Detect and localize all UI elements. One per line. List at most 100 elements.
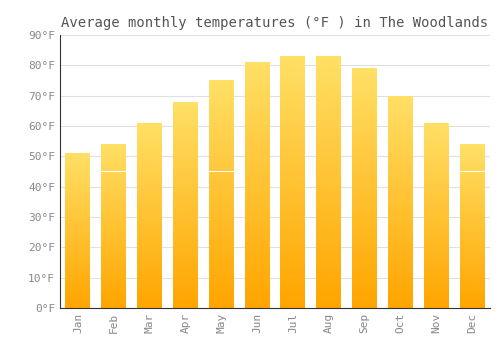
Bar (66, 267, 90, 270)
Bar (244, 230, 270, 234)
Bar (352, 276, 377, 280)
Bar (388, 251, 413, 255)
Bar (208, 228, 234, 232)
Bar (352, 108, 377, 112)
Bar (280, 203, 305, 207)
Bar (137, 237, 162, 240)
Bar (66, 192, 90, 195)
Bar (101, 152, 126, 155)
Bar (460, 161, 484, 163)
Bar (424, 145, 449, 148)
Bar (137, 200, 162, 203)
Bar (460, 264, 484, 267)
Bar (352, 160, 377, 164)
Bar (137, 284, 162, 286)
Bar (244, 234, 270, 238)
Bar (173, 270, 198, 274)
Bar (137, 163, 162, 166)
Bar (173, 170, 198, 174)
Bar (280, 178, 305, 182)
Bar (137, 268, 162, 271)
Bar (280, 174, 305, 178)
Bar (460, 172, 484, 174)
Bar (460, 302, 484, 305)
Bar (173, 301, 198, 304)
Bar (101, 191, 126, 193)
Bar (244, 111, 270, 116)
Bar (173, 222, 198, 225)
Bar (101, 237, 126, 240)
Bar (316, 69, 342, 73)
Bar (137, 305, 162, 308)
Bar (460, 223, 484, 226)
Bar (460, 270, 484, 273)
Bar (352, 220, 377, 224)
Bar (101, 182, 126, 185)
Bar (388, 198, 413, 202)
Bar (424, 286, 449, 289)
Bar (66, 156, 90, 159)
Bar (137, 265, 162, 268)
Bar (66, 264, 90, 267)
Bar (101, 163, 126, 166)
Bar (352, 292, 377, 296)
Bar (460, 212, 484, 215)
Bar (208, 202, 234, 206)
Bar (424, 293, 449, 296)
Bar (101, 273, 126, 275)
Bar (66, 184, 90, 187)
Bar (173, 277, 198, 280)
Bar (316, 186, 342, 190)
Bar (101, 172, 126, 174)
Bar (460, 202, 484, 204)
Bar (244, 128, 270, 132)
Bar (424, 157, 449, 160)
Bar (101, 155, 126, 158)
Bar (388, 170, 413, 174)
Bar (66, 159, 90, 161)
Bar (388, 223, 413, 226)
Bar (280, 77, 305, 82)
Bar (280, 190, 305, 195)
Bar (137, 123, 162, 126)
Bar (173, 243, 198, 246)
Bar (316, 148, 342, 153)
Bar (173, 174, 198, 177)
Bar (66, 202, 90, 205)
Bar (208, 172, 234, 175)
Bar (208, 187, 234, 190)
Bar (388, 195, 413, 198)
Bar (280, 207, 305, 211)
Bar (208, 134, 234, 137)
Bar (101, 226, 126, 229)
Bar (208, 281, 234, 285)
Bar (208, 266, 234, 270)
Bar (208, 190, 234, 194)
Bar (460, 180, 484, 182)
Bar (208, 156, 234, 160)
Bar (208, 225, 234, 228)
Bar (460, 259, 484, 261)
Bar (173, 153, 198, 157)
Bar (208, 130, 234, 134)
Bar (101, 196, 126, 199)
Bar (388, 149, 413, 152)
Bar (280, 115, 305, 119)
Bar (352, 88, 377, 92)
Bar (137, 129, 162, 132)
Bar (101, 292, 126, 294)
Bar (101, 193, 126, 196)
Bar (352, 76, 377, 80)
Bar (208, 149, 234, 153)
Bar (352, 240, 377, 244)
Bar (173, 136, 198, 140)
Bar (460, 166, 484, 169)
Bar (460, 278, 484, 281)
Bar (280, 228, 305, 232)
Bar (316, 262, 342, 266)
Bar (352, 184, 377, 188)
Bar (424, 148, 449, 151)
Bar (173, 133, 198, 136)
Bar (173, 263, 198, 267)
Bar (173, 287, 198, 291)
